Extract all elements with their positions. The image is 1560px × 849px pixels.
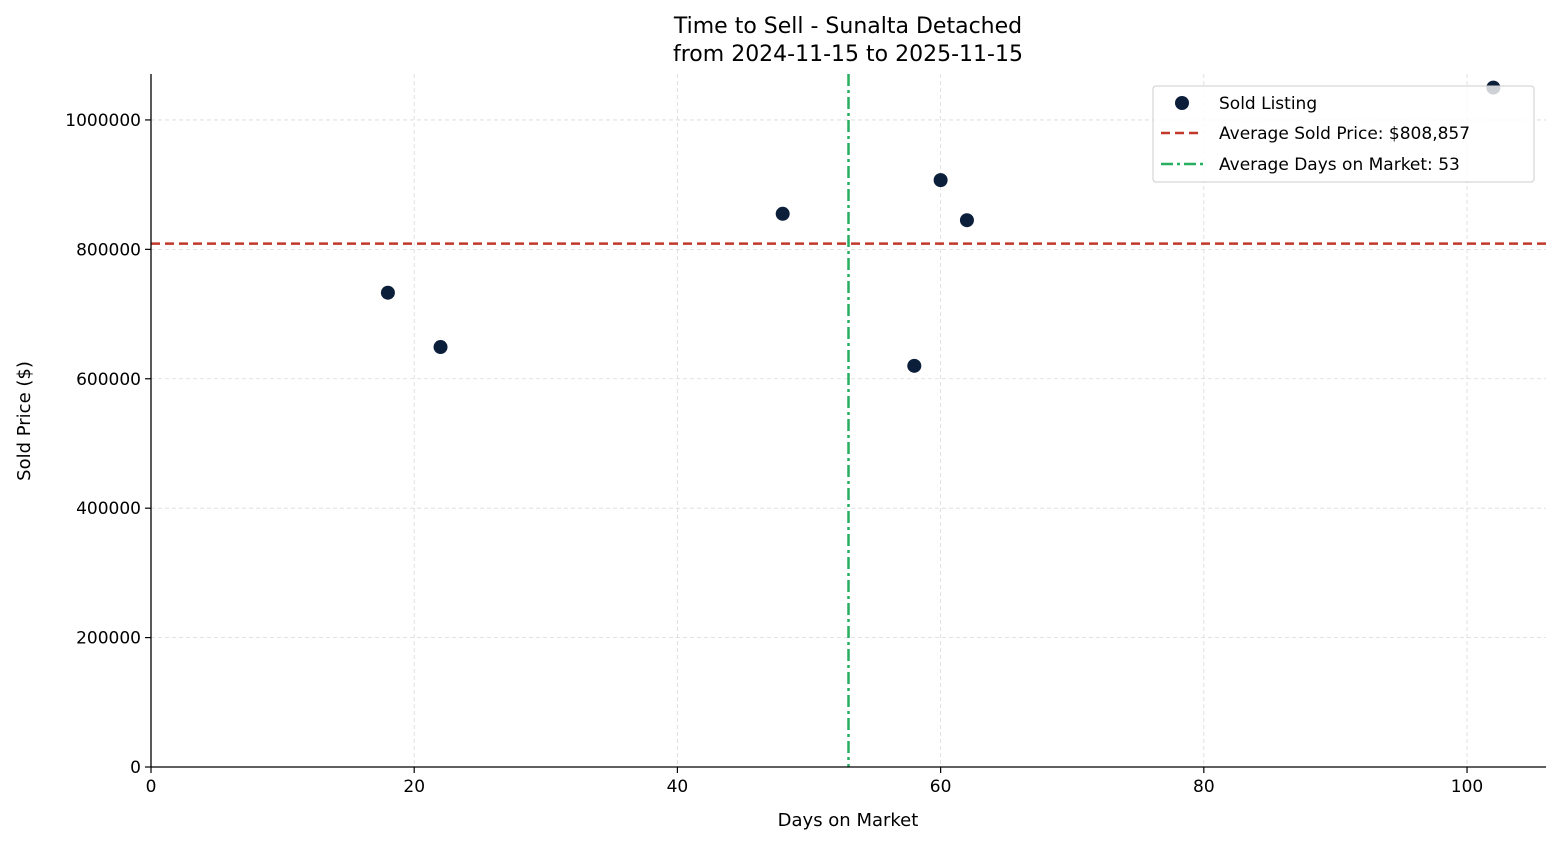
data-point: [959, 213, 974, 228]
y-tick-label: 600000: [76, 370, 141, 390]
x-tick-label: 40: [667, 777, 689, 797]
legend: Sold Listing Average Sold Price: $808,857…: [1152, 85, 1535, 183]
legend-label-average-days: Average Days on Market: 53: [1219, 155, 1460, 175]
y-tick-label: 200000: [76, 629, 141, 649]
x-tick-label: 0: [146, 777, 157, 797]
x-tick-label: 80: [1193, 777, 1215, 797]
x-tick-label: 60: [930, 777, 952, 797]
data-point: [433, 340, 448, 355]
y-tick-label: 400000: [76, 499, 141, 519]
y-axis-label: Sold Price ($): [14, 361, 35, 481]
x-tick-label: 100: [1451, 777, 1483, 797]
chart-title: Time to Sell - Sunalta Detached: [673, 14, 1022, 39]
x-axis-label: Days on Market: [778, 810, 919, 831]
grid: [151, 74, 1546, 767]
data-point: [380, 285, 395, 300]
data-point: [907, 358, 922, 373]
data-points: [380, 80, 1501, 373]
data-point: [775, 206, 790, 221]
legend-box: [1152, 85, 1535, 183]
reference-lines: [151, 74, 1546, 767]
y-tick-label: 1000000: [65, 111, 141, 131]
data-point: [933, 173, 948, 188]
y-tick-label: 800000: [76, 240, 141, 260]
y-tick-label: 0: [130, 758, 141, 778]
legend-marker-sold-listing: [1175, 96, 1189, 110]
x-tick-label: 20: [403, 777, 425, 797]
axes: 0 20 40 60 80 100 0 200000 400000 600000 800000 100…: [65, 74, 1546, 797]
chart-subtitle: from 2024-11-15 to 2025-11-15: [673, 42, 1023, 67]
legend-label-sold-listing: Sold Listing: [1219, 94, 1317, 114]
legend-label-average-price: Average Sold Price: $808,857: [1219, 124, 1470, 144]
